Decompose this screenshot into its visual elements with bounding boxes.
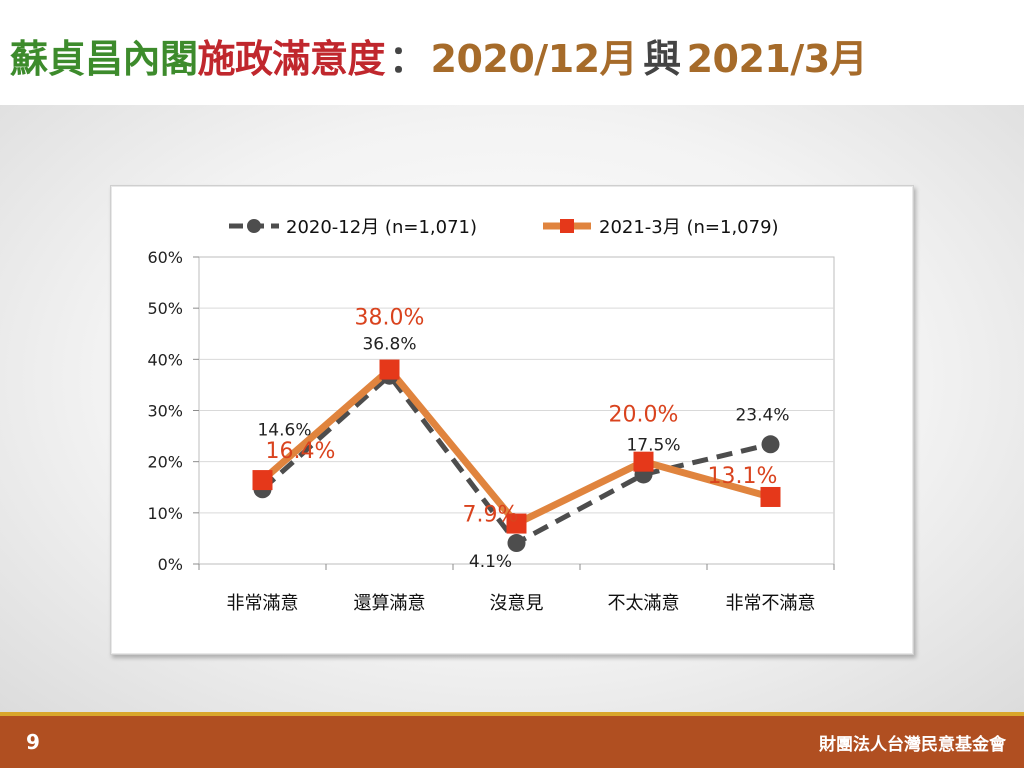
title-separator: ： [389, 37, 427, 81]
series-2021-3-point [760, 486, 781, 507]
series-2021-3-point [633, 451, 654, 472]
footer-bar: 9 財團法人台灣民意基金會 [0, 716, 1024, 768]
x-category-label: 非常不滿意 [726, 593, 816, 614]
series-2020-12-data-label: 4.1% [469, 552, 512, 572]
series-2021-3-data-label: 7.9% [463, 503, 519, 528]
title-period-1: 2020/12月 [430, 37, 638, 81]
series-2020-12-data-label: 36.8% [362, 335, 416, 355]
page-number: 9 [26, 730, 40, 754]
legend-2021-3-swatch-marker [560, 219, 574, 233]
page-title: 蘇貞昌內閣施政滿意度： 2020/12月與 2021/3月 [10, 28, 868, 88]
legend-2021-3-label: 2021-3月 (n=1,079) [599, 217, 779, 238]
title-cabinet: 蘇貞昌內閣 [10, 37, 198, 81]
series-2021-3-point [506, 513, 527, 534]
y-tick-label: 10% [147, 504, 183, 523]
y-tick-label: 50% [147, 299, 183, 318]
series-2021-3-data-label: 38.0% [355, 306, 425, 331]
line-chart: 0% 10% 20% 30% 40% 50% 60% 非常滿意 還算滿意 沒意見 不太滿意 非常不滿意… [147, 217, 835, 614]
title-period-2: 2021/3月 [686, 37, 868, 81]
y-tick-label: 60% [147, 248, 183, 267]
series-2021-3-data-label: 16.4% [266, 439, 336, 464]
chart-panel: 0% 10% 20% 30% 40% 50% 60% 非常滿意 還算滿意 沒意見 不太滿意 非常不滿意… [110, 185, 914, 655]
y-tick-label: 0% [158, 555, 183, 574]
title-approval: 施政滿意度 [197, 37, 386, 81]
series-2020-12-data-label: 23.4% [735, 405, 789, 425]
legend-2020-12-swatch-marker [247, 219, 261, 233]
title-conjunction: 與 [643, 37, 681, 81]
organization-name: 財團法人台灣民意基金會 [819, 735, 1006, 755]
series-2020-12-data-label: 14.6% [257, 420, 311, 440]
x-category-label: 非常滿意 [227, 593, 299, 614]
x-category-label: 沒意見 [490, 593, 544, 614]
x-category-label: 還算滿意 [354, 593, 426, 614]
series-2020-12-point [507, 534, 526, 553]
series-2021-3-point [379, 359, 400, 380]
x-category-label: 不太滿意 [608, 593, 680, 614]
footer-stripe [0, 712, 1024, 716]
y-tick-label: 30% [147, 402, 183, 421]
y-tick-label: 20% [147, 453, 183, 472]
series-2021-3-point [252, 470, 273, 491]
y-tick-label: 40% [147, 350, 183, 369]
series-2021-3-data-label: 13.1% [708, 464, 778, 489]
legend-2020-12-label: 2020-12月 (n=1,071) [286, 217, 477, 238]
series-2021-3-data-label: 20.0% [609, 403, 679, 428]
series-2020-12-data-label: 17.5% [626, 435, 680, 455]
series-2020-12-point [761, 435, 780, 454]
